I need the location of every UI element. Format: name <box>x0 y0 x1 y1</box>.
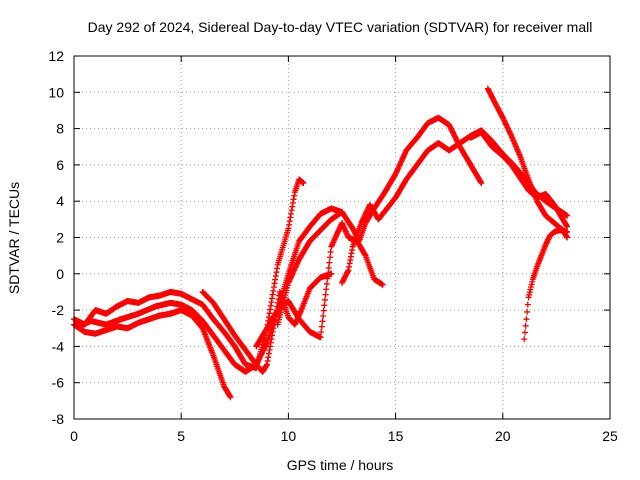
data-point <box>327 254 334 261</box>
y-tick-label: 10 <box>48 84 64 100</box>
y-tick-label: 6 <box>56 157 64 173</box>
series-satellite-track-6 <box>274 114 485 328</box>
data-point <box>361 251 368 258</box>
data-point <box>522 322 529 329</box>
data-point <box>564 234 571 241</box>
data-series <box>71 85 571 401</box>
x-axis-label: GPS time / hours <box>287 457 394 473</box>
series-satellite-track-10 <box>521 227 571 343</box>
data-point <box>523 316 530 323</box>
data-point <box>317 334 324 341</box>
data-point <box>325 270 332 277</box>
y-tick-label: -4 <box>52 338 65 354</box>
series-satellite-track-9 <box>467 129 571 230</box>
data-point <box>478 180 485 187</box>
data-point <box>321 302 328 309</box>
data-point <box>323 286 330 293</box>
y-tick-label: 0 <box>56 266 64 282</box>
data-point <box>564 223 571 230</box>
data-point <box>327 248 334 255</box>
y-tick-label: -8 <box>52 411 65 427</box>
x-tick-label: 20 <box>495 428 511 444</box>
x-tick-label: 0 <box>70 428 78 444</box>
x-tick-label: 5 <box>177 428 185 444</box>
series-satellite-track-4 <box>199 270 335 375</box>
x-tick-label: 25 <box>602 428 618 444</box>
data-point <box>321 296 328 303</box>
series-satellite-track-8 <box>484 85 571 241</box>
y-tick-label: 4 <box>56 193 64 209</box>
data-point <box>318 323 325 330</box>
data-point <box>499 113 506 120</box>
data-point <box>521 329 528 336</box>
series-satellite-track-7 <box>339 127 571 286</box>
data-point <box>564 212 571 219</box>
data-point <box>324 275 331 282</box>
data-point <box>322 291 329 298</box>
y-axis-label: SDTVAR / TECUs <box>6 182 22 294</box>
data-point <box>227 394 234 401</box>
data-point <box>318 328 325 335</box>
data-point <box>300 180 307 187</box>
series-satellite-track-3 <box>75 205 345 375</box>
y-tick-label: -6 <box>52 375 65 391</box>
axis-ticks: 0 5 10 15 20 25 -8 -6 -4 -2 0 2 4 6 8 10 12 <box>48 48 618 444</box>
data-point <box>521 336 528 343</box>
data-point <box>564 229 571 236</box>
data-point <box>524 301 531 308</box>
data-point <box>319 318 326 325</box>
y-tick-label: -2 <box>52 302 65 318</box>
y-tick-label: 8 <box>56 121 64 137</box>
y-tick-label: 12 <box>48 48 64 64</box>
grid <box>74 56 610 419</box>
plot-frame <box>73 55 611 420</box>
y-tick-label: 2 <box>56 230 64 246</box>
data-point <box>379 281 386 288</box>
x-tick-label: 10 <box>281 428 297 444</box>
series-satellite-track-1 <box>71 307 234 401</box>
data-point <box>524 308 531 315</box>
data-point <box>326 259 333 266</box>
data-point <box>320 312 327 319</box>
data-point <box>325 264 332 271</box>
chart-title: Day 292 of 2024, Sidereal Day-to-day VTE… <box>88 19 593 35</box>
x-tick-label: 15 <box>388 428 404 444</box>
data-point <box>320 307 327 314</box>
data-point <box>323 280 330 287</box>
